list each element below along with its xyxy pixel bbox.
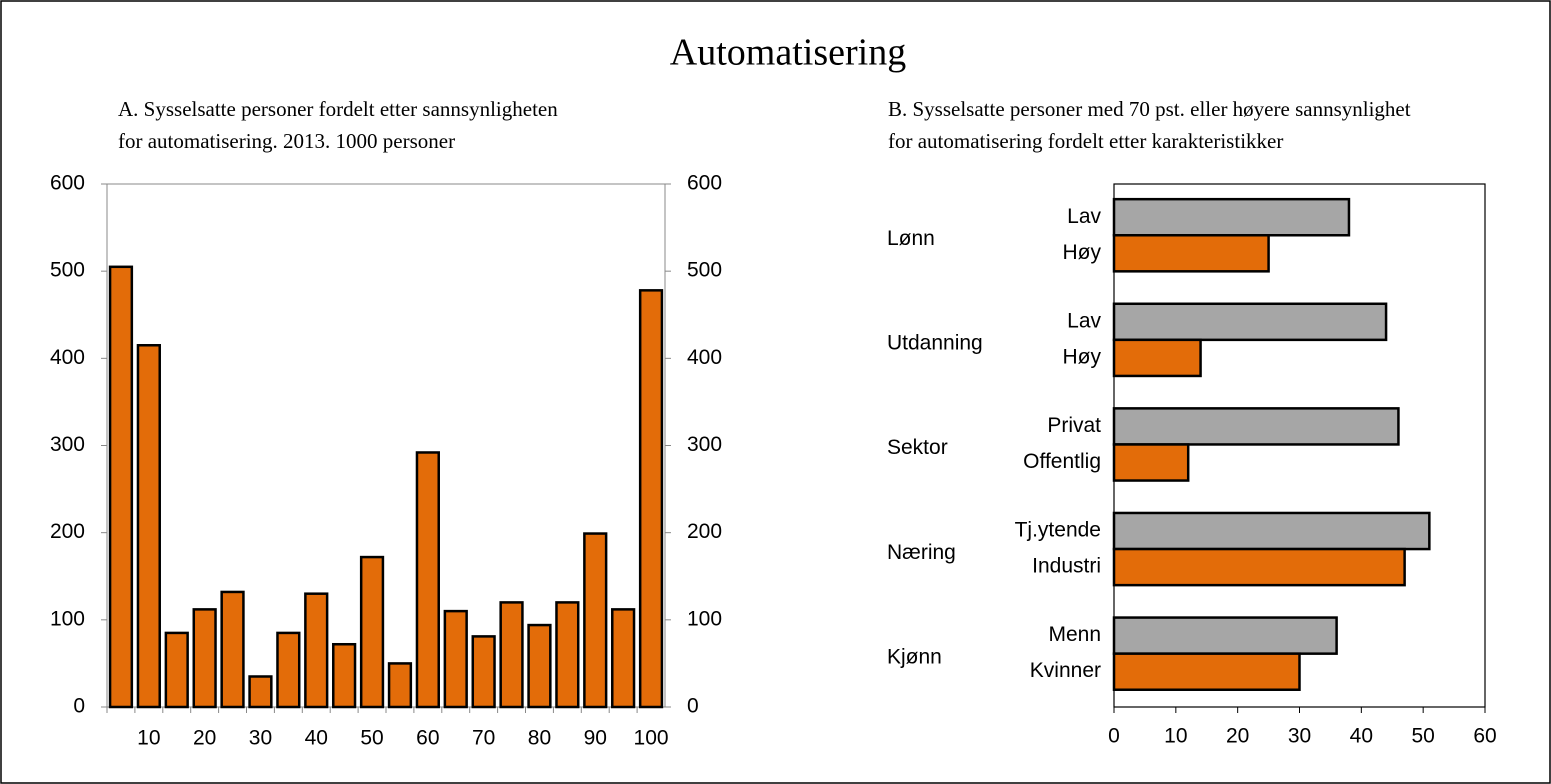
bar-label: Kvinner — [1030, 659, 1101, 682]
x-tick-label: 30 — [249, 727, 272, 750]
bar — [164, 631, 189, 709]
x-tick-label: 70 — [472, 727, 495, 750]
panel-title: A. Sysselsatte personer fordelt etter sa… — [118, 97, 558, 121]
y-tick-label: 400 — [50, 346, 85, 369]
x-tick-label: 100 — [634, 727, 669, 750]
bar — [387, 662, 413, 709]
x-tick-label: 60 — [416, 727, 439, 750]
bar-label: Lav — [1067, 205, 1101, 228]
bar — [276, 631, 301, 709]
panel-title: for automatisering. 2013. 1000 personer — [118, 129, 455, 153]
bar — [1112, 197, 1351, 237]
group-label: Sektor — [887, 436, 948, 459]
y-tick-label: 500 — [50, 259, 85, 282]
bar — [359, 555, 385, 709]
panel-title: for automatisering fordelt etter karakte… — [888, 129, 1283, 153]
x-tick-label: 0 — [1108, 725, 1120, 748]
x-tick-label: 50 — [360, 727, 383, 750]
bar — [1112, 511, 1431, 551]
x-tick-label: 50 — [1411, 725, 1434, 748]
bar — [136, 344, 161, 709]
bar — [220, 590, 245, 709]
x-tick-label: 20 — [1226, 725, 1249, 748]
bar — [583, 532, 608, 709]
y2-tick-label: 500 — [687, 259, 722, 282]
bar-label: Offentlig — [1023, 450, 1101, 473]
y-tick-label: 0 — [73, 695, 85, 718]
x-tick-label: 90 — [584, 727, 607, 750]
bar — [1112, 616, 1338, 655]
x-tick-label: 40 — [305, 727, 328, 750]
x-tick-label: 60 — [1473, 725, 1496, 748]
group-label: Lønn — [887, 227, 935, 250]
bar — [1112, 338, 1202, 378]
group-label: Kjønn — [887, 645, 942, 668]
bar-label: Menn — [1048, 623, 1101, 646]
y2-tick-label: 200 — [687, 520, 722, 543]
bar — [1112, 302, 1388, 342]
bar-label: Høy — [1063, 345, 1102, 368]
bar — [527, 623, 552, 709]
bar — [108, 265, 134, 709]
bar-label: Privat — [1047, 414, 1101, 437]
bar — [1112, 547, 1406, 587]
bar — [332, 642, 357, 709]
bar — [611, 608, 636, 709]
y2-tick-label: 600 — [687, 172, 722, 195]
bar — [192, 608, 217, 709]
bar-label: Industri — [1032, 555, 1101, 578]
bar-label: Høy — [1063, 241, 1102, 264]
bar — [1112, 652, 1301, 691]
bar — [471, 635, 496, 709]
figure-title: Automatisering — [670, 32, 906, 74]
y-tick-label: 200 — [50, 520, 85, 543]
x-tick-label: 10 — [137, 727, 160, 750]
x-tick-label: 80 — [528, 727, 551, 750]
bar — [1112, 443, 1190, 482]
x-tick-label: 30 — [1288, 725, 1311, 748]
x-tick-label: 20 — [193, 727, 216, 750]
bar — [499, 601, 524, 709]
bar — [443, 609, 468, 709]
panel-title: B. Sysselsatte personer med 70 pst. elle… — [888, 97, 1411, 121]
bar-label: Lav — [1067, 309, 1101, 332]
bar — [1112, 407, 1400, 446]
y-tick-label: 100 — [50, 607, 85, 630]
bar — [1112, 234, 1270, 273]
y2-tick-label: 100 — [687, 607, 722, 630]
y2-tick-label: 300 — [687, 433, 722, 456]
y-tick-label: 300 — [50, 433, 85, 456]
x-tick-label: 40 — [1350, 725, 1373, 748]
bar — [415, 451, 440, 709]
bar — [248, 675, 273, 709]
y-tick-label: 600 — [50, 172, 85, 195]
group-label: Utdanning — [887, 332, 983, 355]
group-label: Næring — [887, 541, 956, 564]
bar — [555, 601, 580, 709]
y2-tick-label: 0 — [687, 695, 699, 718]
y2-tick-label: 400 — [687, 346, 722, 369]
bar-label: Tj.ytende — [1015, 519, 1101, 542]
bar — [304, 592, 329, 709]
bar — [638, 289, 664, 709]
x-tick-label: 10 — [1164, 725, 1187, 748]
